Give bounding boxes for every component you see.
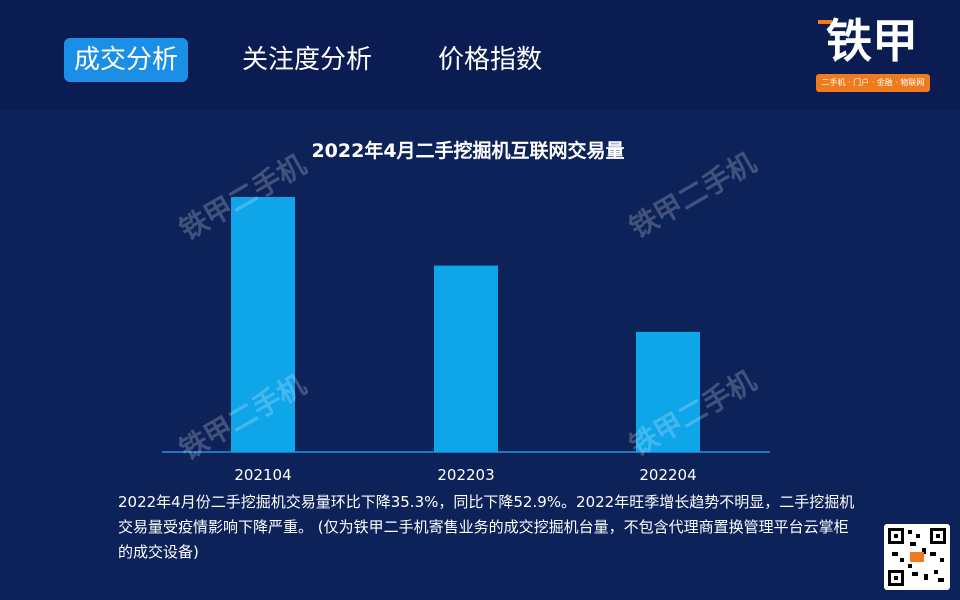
brand-logo: 铁甲 二手机 · 门户 · 金融 · 物联网 <box>812 14 932 94</box>
logo-accent-mark <box>818 20 832 24</box>
bar-202203 <box>434 265 498 452</box>
bar-chart: 202104 202203 202204 <box>162 197 770 484</box>
logo-text: 铁甲 <box>826 14 918 68</box>
tab-deal-analysis[interactable]: 成交分析 <box>64 38 189 82</box>
x-tick-label-202104: 202104 <box>234 466 291 484</box>
tab-attention-analysis[interactable]: 关注度分析 <box>242 45 373 75</box>
logo-tagline: 二手机 · 门户 · 金融 · 物联网 <box>816 74 930 92</box>
x-tick-label-202203: 202203 <box>437 466 494 484</box>
qr-code <box>884 524 950 590</box>
x-tick-label-202204: 202204 <box>639 466 696 484</box>
chart-title: 2022年4月二手挖掘机互联网交易量 <box>311 140 625 162</box>
qr-code-icon <box>888 528 946 586</box>
header-bar: 成交分析 关注度分析 价格指数 铁甲 二手机 · 门户 · 金融 · 物联网 <box>0 0 960 110</box>
bar-202104 <box>231 197 295 452</box>
tab-price-index[interactable]: 价格指数 <box>438 45 543 75</box>
chart-caption: 2022年4月份二手挖掘机交易量环比下降35.3%，同比下降52.9%。2022… <box>118 493 855 561</box>
bar-202204 <box>636 331 700 452</box>
